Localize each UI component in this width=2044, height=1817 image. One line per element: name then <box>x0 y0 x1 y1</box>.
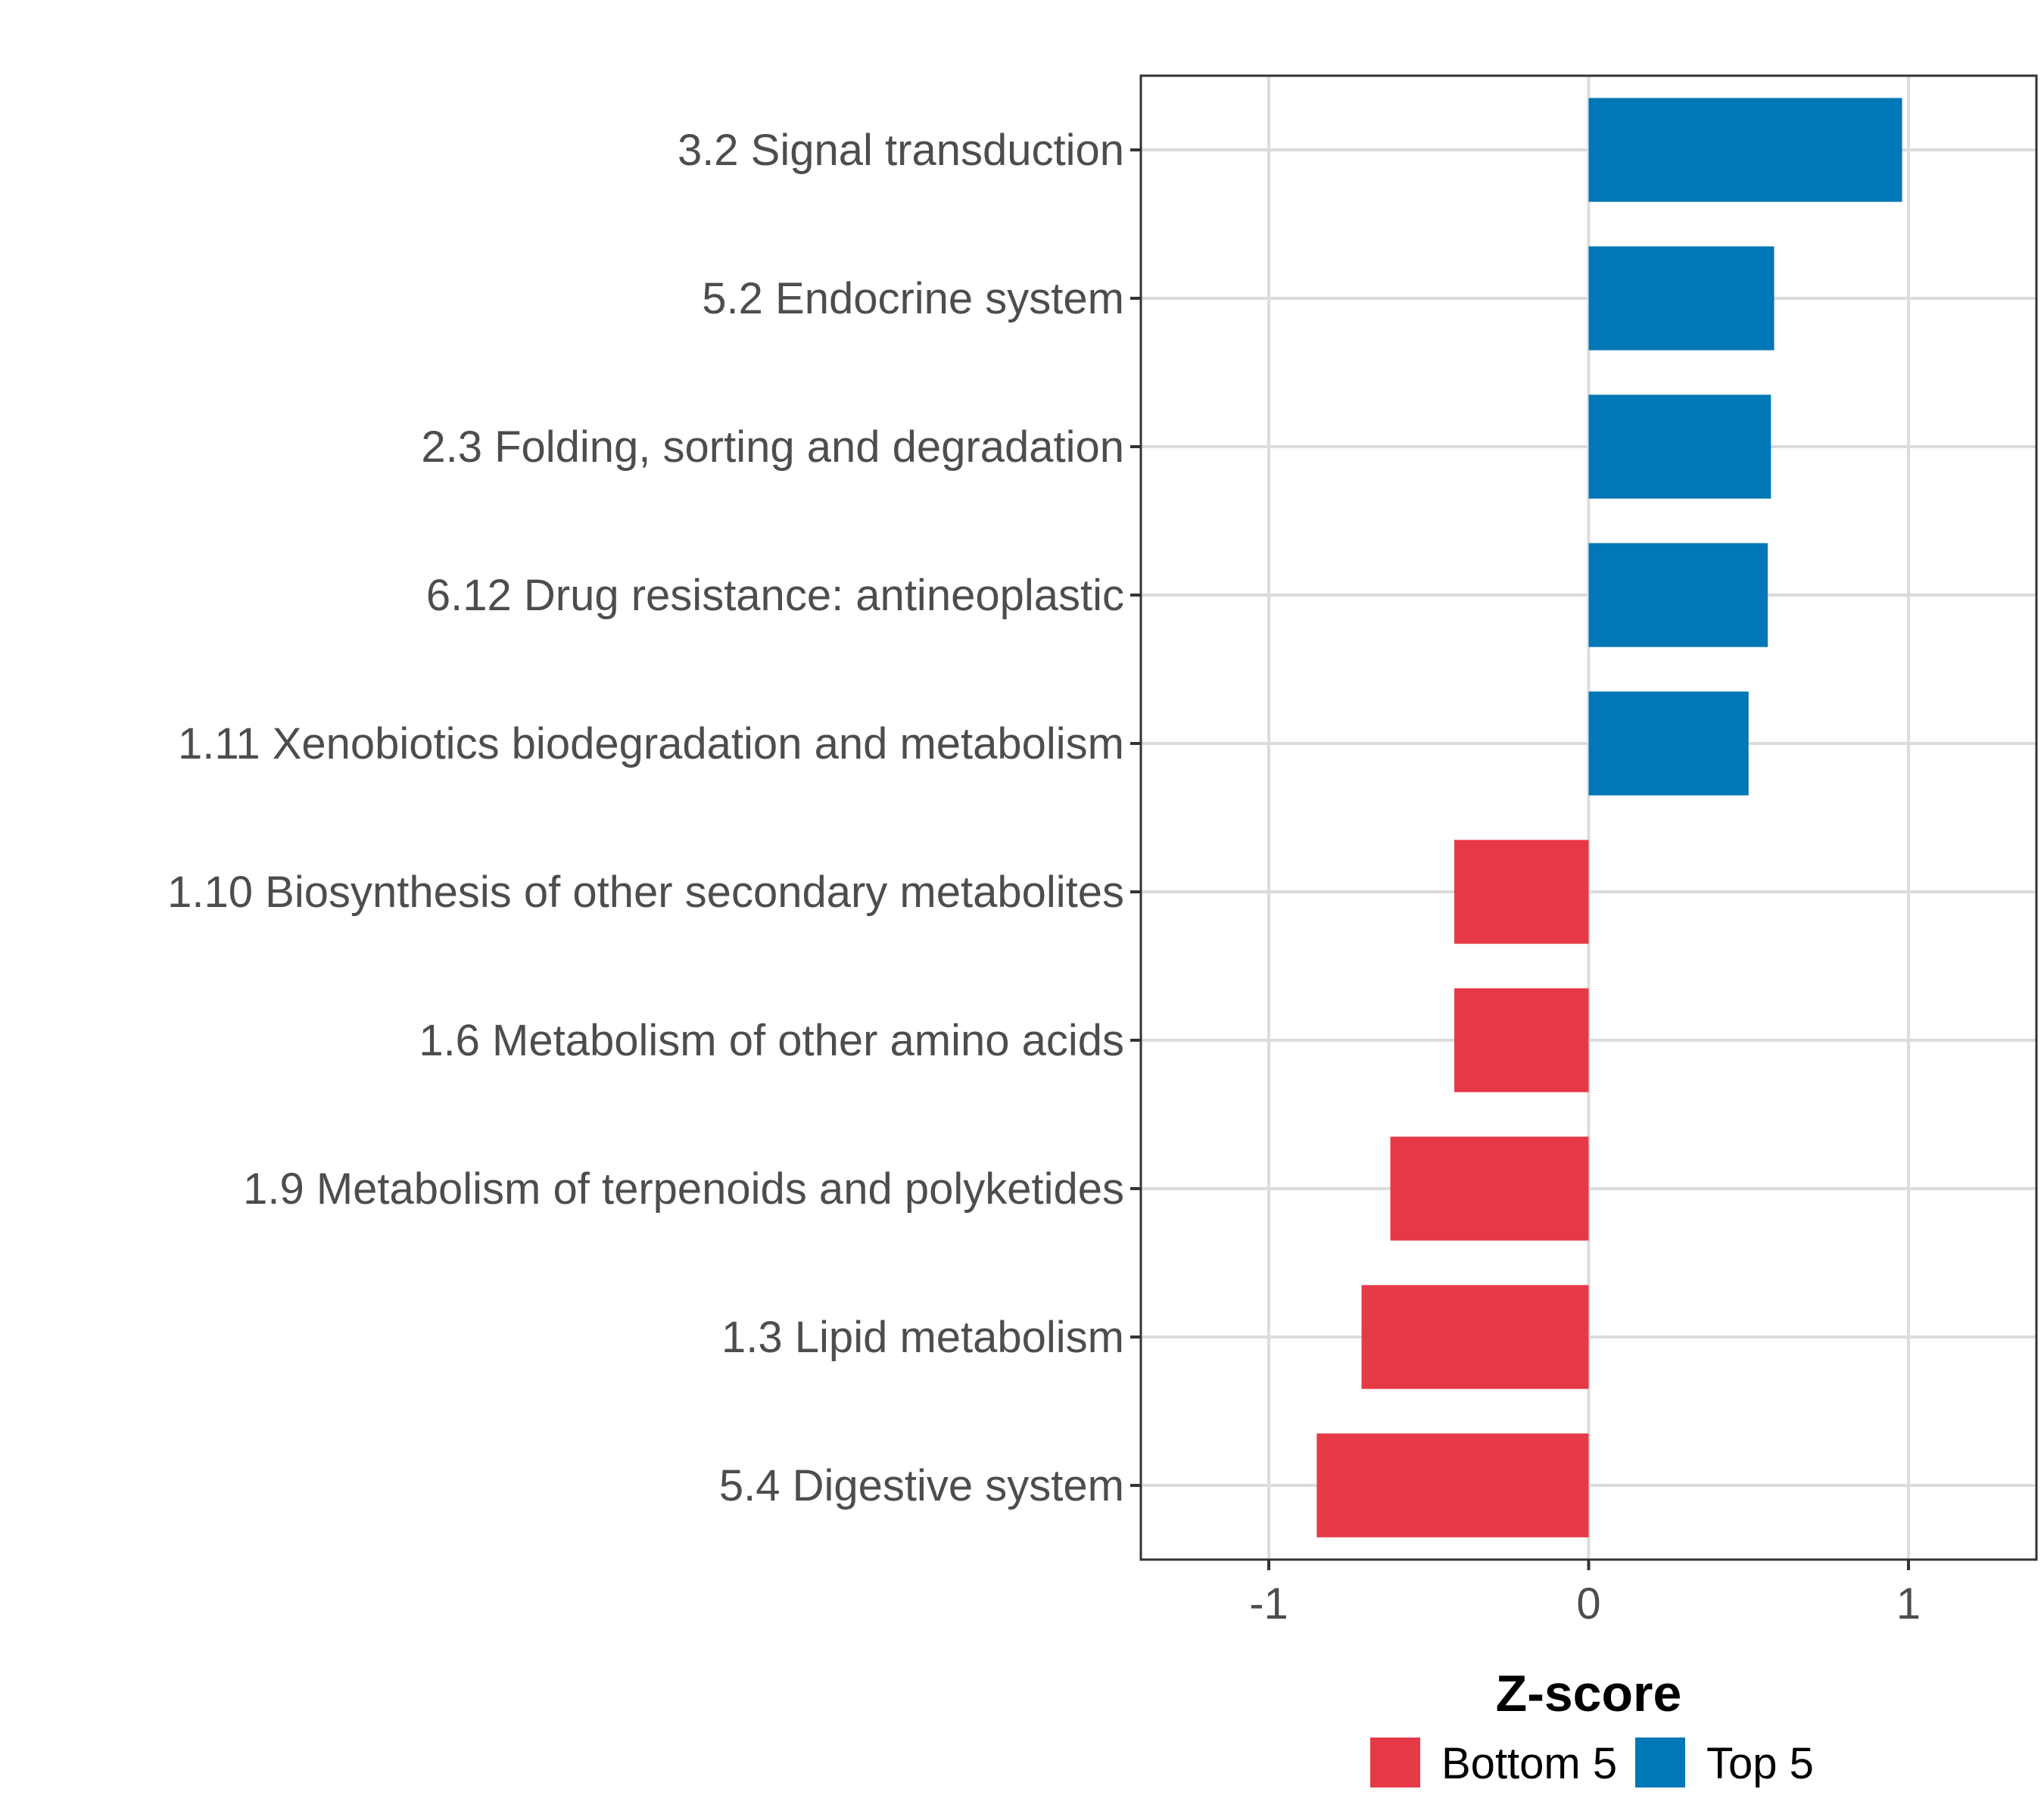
legend-swatch-1 <box>1370 1738 1420 1787</box>
y-tick-label: 1.10 Biosynthesis of other secondary met… <box>167 868 1124 917</box>
x-tick-label: 1 <box>1896 1579 1921 1628</box>
legend-swatch-2 <box>1635 1738 1685 1787</box>
legend: Bottom 5 Top 5 <box>1370 1738 1814 1788</box>
bar-2 <box>1588 246 1774 351</box>
bar-3 <box>1588 394 1771 499</box>
legend-label-2: Top 5 <box>1706 1739 1814 1788</box>
y-tick-label: 1.9 Metabolism of terpenoids and polyket… <box>243 1164 1124 1214</box>
y-tick-label: 5.4 Digestive system <box>719 1461 1124 1510</box>
y-tick-label: 1.3 Lipid metabolism <box>721 1313 1124 1362</box>
y-axis: 3.2 Signal transduction 5.2 Endocrine sys… <box>167 126 1141 1510</box>
bar-1 <box>1588 98 1902 202</box>
x-tick-label: -1 <box>1249 1579 1288 1628</box>
y-tick-label: 6.12 Drug resistance: antineoplastic <box>426 571 1124 620</box>
x-axis: -1 0 1 <box>1249 1560 1921 1628</box>
y-tick-label: 5.2 Endocrine system <box>702 274 1124 323</box>
y-tick-label: 1.6 Metabolism of other amino acids <box>419 1016 1124 1065</box>
bar-8 <box>1390 1136 1589 1241</box>
y-tick-label: 3.2 Signal transduction <box>678 126 1124 175</box>
bar-7 <box>1454 988 1589 1092</box>
bar-5 <box>1588 691 1749 796</box>
bar-4 <box>1588 543 1768 647</box>
y-tick-label: 2.3 Folding, sorting and degradation <box>421 422 1124 472</box>
bars <box>1316 98 1902 1538</box>
bar-9 <box>1361 1285 1589 1389</box>
legend-label-1: Bottom 5 <box>1441 1739 1617 1788</box>
x-axis-title: Z-score <box>1496 1665 1682 1722</box>
bar-6 <box>1454 840 1589 944</box>
y-tick-label: 1.11 Xenobiotics biodegradation and meta… <box>178 719 1124 768</box>
x-tick-label: 0 <box>1576 1579 1600 1628</box>
bar-10 <box>1316 1433 1589 1538</box>
